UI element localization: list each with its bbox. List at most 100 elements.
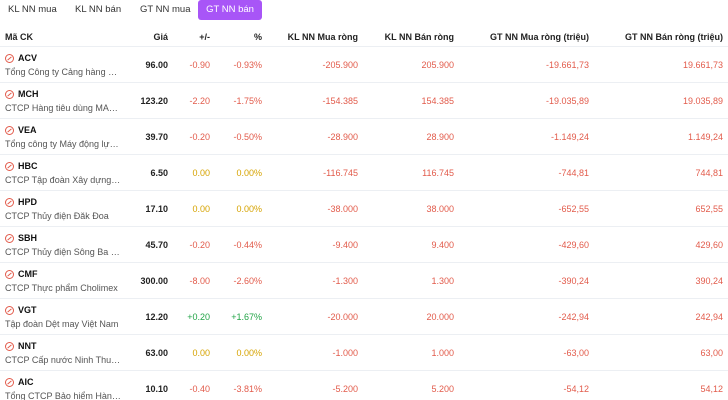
- header-kl-ban-rong[interactable]: KL NN Bán ròng: [384, 32, 454, 42]
- gt-ban-rong-value: 429,60: [695, 240, 723, 250]
- stock-code[interactable]: HPD: [18, 197, 38, 207]
- gt-ban-rong-value: 19.035,89: [682, 96, 723, 106]
- percent-value: 0.00%: [236, 168, 262, 178]
- kl-ban-rong-value: 28.900: [426, 132, 454, 142]
- table-row[interactable]: MCH CTCP Hàng tiêu dùng MASAN 123.20 -2.20 -…: [0, 83, 728, 119]
- company-name: CTCP Tập đoàn Xây dựng Hòa Bình: [5, 175, 121, 185]
- company-name: Tập đoàn Dệt may Việt Nam: [5, 319, 119, 329]
- gt-ban-rong-value: 63,00: [700, 348, 723, 358]
- stock-code[interactable]: NNT: [18, 341, 37, 351]
- flag-icon: [5, 125, 14, 135]
- tab-kl-nn-mua[interactable]: KL NN mua: [8, 4, 57, 15]
- kl-ban-rong-value: 20.000: [426, 312, 454, 322]
- stock-code[interactable]: ACV: [18, 53, 38, 63]
- percent-value: -0.44%: [233, 240, 262, 250]
- kl-ban-rong-value: 205.900: [421, 60, 454, 70]
- header-gt-mua-rong[interactable]: GT NN Mua ròng (triệu): [490, 32, 589, 42]
- stock-code-group[interactable]: HBC: [5, 161, 38, 171]
- header-kl-mua-rong[interactable]: KL NN Mua ròng: [287, 32, 358, 42]
- kl-ban-rong-value: 38.000: [426, 204, 454, 214]
- kl-mua-rong-value: -205.900: [322, 60, 358, 70]
- kl-mua-rong-value: -20.000: [327, 312, 358, 322]
- stock-code-group[interactable]: HPD: [5, 197, 37, 207]
- change-value: -0.20: [189, 240, 210, 250]
- price-value: 300.00: [140, 276, 168, 286]
- table-row[interactable]: SBH CTCP Thủy điện Sông Ba Hạ 45.70 -0.20 -0…: [0, 227, 728, 263]
- table-row[interactable]: NNT CTCP Cấp nước Ninh Thuận 63.00 0.00 0.00…: [0, 335, 728, 371]
- kl-mua-rong-value: -116.745: [323, 168, 358, 178]
- header-gt-ban-rong[interactable]: GT NN Bán ròng (triệu): [625, 32, 723, 42]
- kl-ban-rong-value: 1.000: [431, 348, 454, 358]
- gt-mua-rong-value: -19.035,89: [545, 96, 589, 106]
- kl-mua-rong-value: -1.300: [332, 276, 358, 286]
- table-row[interactable]: VEA Tổng công ty Máy động lực và Máy nông…: [0, 119, 728, 155]
- company-name: CTCP Thủy điện Sông Ba Hạ: [5, 247, 121, 257]
- stock-code[interactable]: CMF: [18, 269, 38, 279]
- gt-mua-rong-value: -19.661,73: [545, 60, 589, 70]
- stock-code-group[interactable]: AIC: [5, 377, 34, 387]
- stock-code-group[interactable]: VGT: [5, 305, 37, 315]
- gt-mua-rong-value: -54,12: [563, 384, 589, 394]
- percent-value: -1.75%: [233, 96, 262, 106]
- stock-code[interactable]: VEA: [18, 125, 37, 135]
- gt-mua-rong-value: -63,00: [563, 348, 589, 358]
- header-percent[interactable]: %: [253, 32, 262, 42]
- company-name: Tổng công ty Máy động lực và Máy nông ng…: [5, 139, 121, 149]
- gt-mua-rong-value: -652,55: [558, 204, 589, 214]
- kl-ban-rong-value: 116.745: [422, 168, 454, 178]
- gt-ban-rong-value: 390,24: [695, 276, 723, 286]
- percent-value: -0.50%: [233, 132, 262, 142]
- table-row[interactable]: CMF CTCP Thực phẩm Cholimex 300.00 -8.00 -2.…: [0, 263, 728, 299]
- tab-kl-nn-ban[interactable]: KL NN bán: [75, 4, 122, 15]
- stock-code-group[interactable]: NNT: [5, 341, 37, 351]
- tab-gt-nn-mua[interactable]: GT NN mua: [140, 4, 191, 15]
- change-value: +0.20: [187, 312, 210, 322]
- table-row[interactable]: HPD CTCP Thủy điện Đăk Đoa 17.10 0.00 0.00% -…: [0, 191, 728, 227]
- flag-icon: [5, 53, 14, 63]
- flag-icon: [5, 305, 14, 315]
- gt-ban-rong-value: 54,12: [700, 384, 723, 394]
- header-ma-ck[interactable]: Mã CK: [5, 32, 34, 42]
- gt-ban-rong-value: 19.661,73: [682, 60, 723, 70]
- gt-mua-rong-value: -1.149,24: [550, 132, 589, 142]
- kl-ban-rong-value: 9.400: [431, 240, 454, 250]
- percent-value: -0.93%: [233, 60, 262, 70]
- stock-code-group[interactable]: SBH: [5, 233, 37, 243]
- stock-code-group[interactable]: MCH: [5, 89, 39, 99]
- flag-icon: [5, 197, 14, 207]
- kl-ban-rong-value: 1.300: [431, 276, 454, 286]
- change-value: -8.00: [189, 276, 210, 286]
- change-value: -0.40: [189, 384, 210, 394]
- table-row[interactable]: ACV Tổng Công ty Cảng hàng không Việt Nam…: [0, 47, 728, 83]
- gt-ban-rong-value: 1.149,24: [687, 132, 723, 142]
- flag-icon: [5, 377, 14, 387]
- stock-code-group[interactable]: VEA: [5, 125, 37, 135]
- stock-code[interactable]: SBH: [18, 233, 38, 243]
- table-row[interactable]: VGT Tập đoàn Dệt may Việt Nam 12.20 +0.20 +1…: [0, 299, 728, 335]
- header-gia[interactable]: Giá: [153, 32, 168, 42]
- gt-ban-rong-value: 242,94: [695, 312, 723, 322]
- tab-gt-nn-ban[interactable]: GT NN bán: [198, 0, 262, 20]
- price-value: 12.20: [145, 312, 168, 322]
- stock-code-group[interactable]: ACV: [5, 53, 37, 63]
- kl-ban-rong-value: 154.385: [421, 96, 454, 106]
- kl-mua-rong-value: -38.000: [327, 204, 358, 214]
- flag-icon: [5, 89, 14, 99]
- stock-code[interactable]: HBC: [18, 161, 38, 171]
- kl-mua-rong-value: -154.385: [322, 96, 358, 106]
- gt-mua-rong-value: -744,81: [558, 168, 589, 178]
- table-row[interactable]: HBC CTCP Tập đoàn Xây dựng Hòa Bình 6.50 0.…: [0, 155, 728, 191]
- stock-code[interactable]: VGT: [18, 305, 37, 315]
- header-change[interactable]: +/-: [199, 32, 210, 42]
- percent-value: 0.00%: [236, 348, 262, 358]
- price-value: 63.00: [145, 348, 168, 358]
- change-value: -2.20: [189, 96, 210, 106]
- percent-value: 0.00%: [236, 204, 262, 214]
- stock-code[interactable]: MCH: [18, 89, 39, 99]
- flag-icon: [5, 161, 14, 171]
- stock-code-group[interactable]: CMF: [5, 269, 38, 279]
- table-row[interactable]: AIC Tổng CTCP Bảo hiểm Hàng không 10.10 -0.…: [0, 371, 728, 400]
- change-value: 0.00: [192, 204, 210, 214]
- stock-code[interactable]: AIC: [18, 377, 34, 387]
- company-name: Tổng Công ty Cảng hàng không Việt Nam: [5, 67, 121, 77]
